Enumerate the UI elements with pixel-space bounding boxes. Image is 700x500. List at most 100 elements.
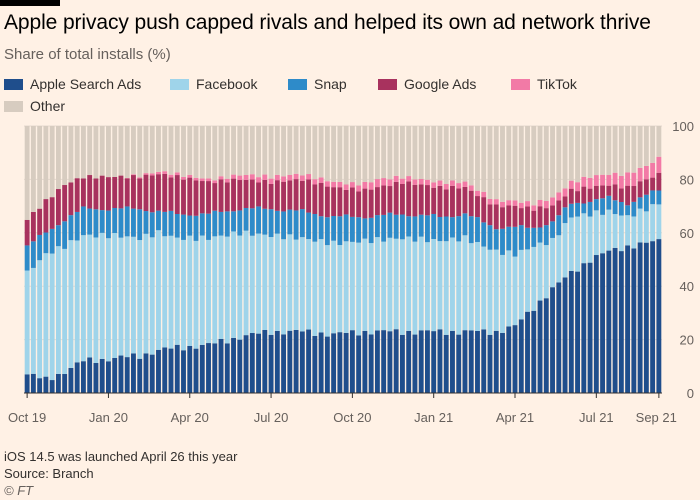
bar-facebook bbox=[274, 233, 280, 331]
bar-google-ads bbox=[137, 178, 143, 210]
bar-facebook bbox=[331, 240, 337, 334]
bar-snap bbox=[274, 210, 280, 234]
bar-google-ads bbox=[587, 188, 593, 202]
bar-apple-search-ads bbox=[324, 336, 330, 393]
bar-facebook bbox=[606, 209, 612, 251]
bar-snap bbox=[68, 215, 74, 241]
bar-tiktok bbox=[487, 198, 493, 205]
bar-other bbox=[293, 126, 299, 174]
bar-tiktok bbox=[550, 197, 555, 206]
x-tick-label: Jan 20 bbox=[89, 410, 128, 425]
bar-apple-search-ads bbox=[418, 330, 424, 393]
bar-other bbox=[631, 126, 637, 173]
bar-apple-search-ads bbox=[181, 350, 186, 393]
bar-snap bbox=[387, 212, 393, 238]
bar-facebook bbox=[556, 235, 562, 283]
bar-tiktok bbox=[293, 173, 299, 180]
bar-other bbox=[637, 126, 643, 168]
bar-snap bbox=[55, 225, 61, 247]
bar-facebook bbox=[399, 239, 405, 335]
bar-snap bbox=[181, 214, 186, 240]
bar-facebook bbox=[281, 239, 287, 335]
bar-other bbox=[37, 126, 43, 209]
bar-google-ads bbox=[550, 205, 555, 222]
bar-apple-search-ads bbox=[650, 241, 656, 393]
bar-facebook bbox=[562, 223, 568, 278]
bar-other bbox=[74, 126, 80, 179]
bar-tiktok bbox=[418, 178, 424, 185]
bar-snap bbox=[468, 216, 474, 244]
bar-apple-search-ads bbox=[49, 380, 55, 393]
bar-snap bbox=[231, 211, 236, 232]
bar-other bbox=[368, 126, 374, 183]
bar-snap bbox=[431, 213, 437, 239]
x-tick-label: Jul 21 bbox=[579, 410, 614, 425]
bar-other bbox=[299, 126, 305, 176]
bar-apple-search-ads bbox=[193, 348, 199, 393]
bar-tiktok bbox=[493, 199, 499, 205]
bar-other bbox=[506, 126, 512, 201]
x-tick-label: Oct 20 bbox=[333, 410, 371, 425]
bar-facebook bbox=[174, 237, 180, 345]
bar-google-ads bbox=[49, 197, 55, 229]
bar-google-ads bbox=[493, 204, 499, 230]
bar-snap bbox=[606, 195, 612, 210]
bar-tiktok bbox=[156, 171, 161, 175]
bar-apple-search-ads bbox=[268, 334, 274, 393]
bar-snap bbox=[218, 211, 224, 236]
bar-facebook bbox=[500, 254, 505, 333]
bar-facebook bbox=[374, 237, 380, 331]
bar-tiktok bbox=[412, 179, 418, 185]
bar-google-ads bbox=[475, 196, 480, 218]
legend-label: TikTok bbox=[537, 76, 577, 92]
bar-google-ads bbox=[212, 183, 218, 211]
bar-facebook bbox=[450, 237, 455, 331]
legend-item-snap: Snap bbox=[288, 76, 347, 92]
bar-facebook bbox=[106, 238, 111, 362]
bar-other bbox=[381, 126, 387, 179]
bar-facebook bbox=[593, 210, 599, 256]
bar-other bbox=[168, 126, 174, 175]
bar-apple-search-ads bbox=[550, 287, 555, 393]
bar-tiktok bbox=[131, 174, 136, 176]
bar-apple-search-ads bbox=[506, 326, 512, 393]
bar-tiktok bbox=[331, 181, 337, 188]
bar-other bbox=[212, 126, 218, 181]
bar-tiktok bbox=[374, 179, 380, 188]
bar-snap bbox=[487, 225, 493, 250]
bar-facebook bbox=[43, 253, 49, 377]
bar-google-ads bbox=[337, 187, 343, 217]
bar-other bbox=[356, 126, 362, 186]
bar-other bbox=[131, 126, 136, 175]
bar-other bbox=[493, 126, 499, 200]
bar-facebook bbox=[137, 240, 143, 359]
bar-google-ads bbox=[193, 180, 199, 216]
bar-other bbox=[149, 126, 155, 174]
bar-google-ads bbox=[124, 178, 130, 207]
bar-apple-search-ads bbox=[206, 343, 211, 393]
bar-google-ads bbox=[368, 189, 374, 218]
bar-google-ads bbox=[249, 179, 255, 209]
bar-facebook bbox=[568, 217, 574, 271]
bar-snap bbox=[393, 214, 399, 239]
bar-snap bbox=[550, 221, 555, 238]
bar-other bbox=[431, 126, 437, 183]
bar-facebook bbox=[262, 234, 268, 330]
bar-facebook bbox=[625, 215, 631, 246]
bar-google-ads bbox=[74, 178, 80, 212]
bar-apple-search-ads bbox=[187, 346, 193, 393]
bar-snap bbox=[531, 227, 537, 247]
bar-other bbox=[80, 126, 86, 179]
bar-apple-search-ads bbox=[156, 349, 161, 393]
bar-snap bbox=[581, 203, 587, 214]
bar-tiktok bbox=[299, 175, 305, 181]
bar-google-ads bbox=[143, 174, 149, 212]
bar-facebook bbox=[349, 241, 355, 331]
bar-google-ads bbox=[99, 175, 105, 211]
bar-facebook bbox=[475, 241, 480, 331]
bar-snap bbox=[30, 241, 36, 268]
bar-google-ads bbox=[393, 181, 399, 215]
bar-snap bbox=[199, 213, 205, 236]
bar-tiktok bbox=[356, 185, 362, 192]
bar-other bbox=[531, 126, 537, 206]
